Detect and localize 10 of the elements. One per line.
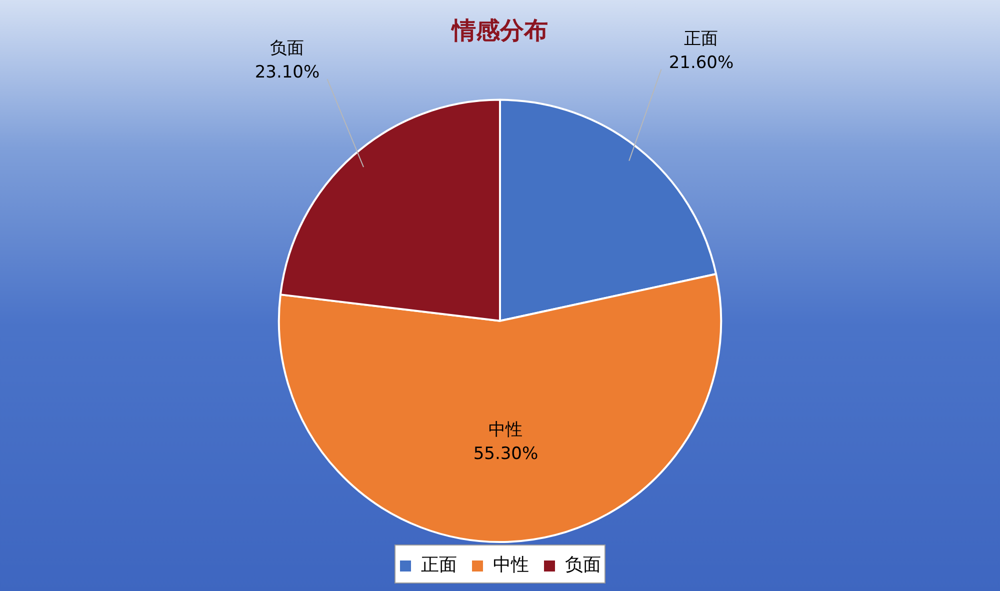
legend-label: 正面 [421, 554, 457, 576]
legend-label: 中性 [493, 554, 529, 576]
slice-label: 中性 [488, 420, 523, 440]
slice-label: 正面 [684, 28, 718, 49]
chart-title: 情感分布 [450, 16, 548, 45]
slice-label: 负面 [270, 38, 304, 59]
legend-label: 负面 [565, 554, 601, 576]
data-label: 21.60% [668, 52, 734, 73]
data-label: 23.10% [254, 62, 320, 83]
data-label: 55.30% [473, 444, 538, 464]
